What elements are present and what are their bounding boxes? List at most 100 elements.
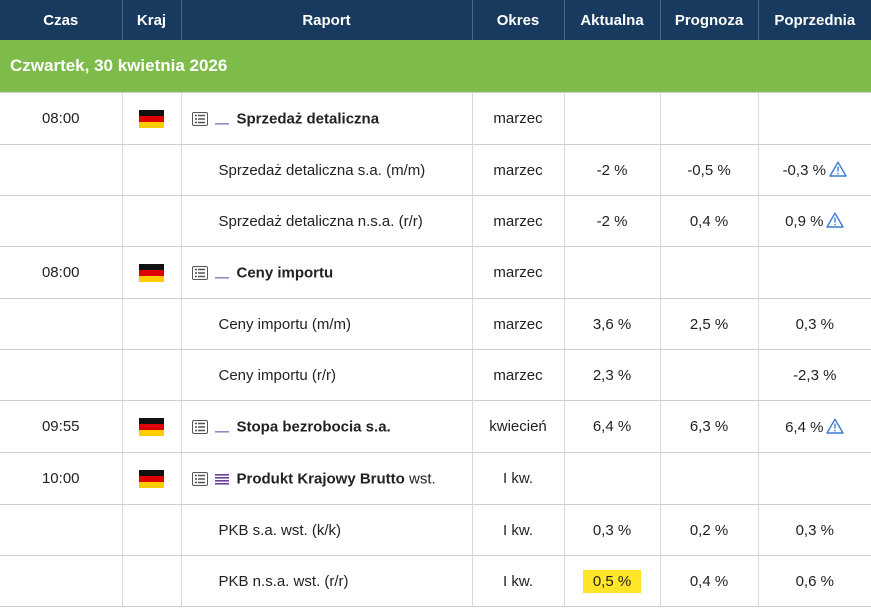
revised-warning-icon[interactable] [829, 161, 847, 177]
event-details-icon[interactable] [191, 419, 208, 434]
report-cell[interactable]: Stopa bezrobocia s.a. [181, 400, 473, 453]
forecast-value: 2,5 % [689, 315, 729, 333]
previous-cell: 6,4 % [758, 400, 871, 453]
country-cell [122, 349, 182, 401]
event-subrow[interactable]: PKB n.s.a. wst. (r/r) I kw. 0,5 % 0,4 % 0,6 … [0, 555, 871, 607]
report-cell[interactable]: PKB n.s.a. wst. (r/r) [181, 555, 473, 607]
event-subrow[interactable]: Sprzedaż detaliczna s.a. (m/m) marzec -2 %… [0, 144, 871, 196]
revised-warning-icon[interactable] [826, 418, 845, 434]
event-details-icon[interactable] [191, 111, 208, 126]
report-cell[interactable]: Sprzedaż detaliczna s.a. (m/m) [181, 144, 473, 196]
event-subrow[interactable]: PKB s.a. wst. (k/k) I kw. 0,3 % 0,2 % 0,3 % [0, 504, 871, 556]
forecast-value: 6,3 % [689, 418, 729, 435]
previous-value: -2,3 % [793, 366, 837, 384]
column-header-country[interactable]: Kraj [122, 0, 182, 40]
actual-cell: 3,6 % [564, 298, 661, 350]
report-cell[interactable]: Ceny importu (r/r) [181, 349, 473, 401]
importance-high-icon [214, 473, 229, 485]
event-row[interactable]: 09:55 Stopa bezrobocia s.a. kwiecień 6,4 % 6… [0, 400, 871, 453]
column-header-previous[interactable]: Poprzednia [758, 0, 871, 40]
forecast-cell [660, 349, 759, 401]
column-header-report[interactable]: Raport [181, 0, 473, 40]
germany-flag [139, 417, 164, 436]
previous-value: 6,4 % [785, 418, 824, 436]
actual-value: -2 % [596, 212, 628, 230]
period-value: I kw. [502, 521, 533, 539]
indicator-label: Sprzedaż detaliczna s.a. (m/m) [218, 161, 426, 179]
previous-cell [758, 452, 871, 505]
event-time: 08:00 [41, 110, 80, 127]
country-cell [122, 504, 182, 556]
actual-cell: 0,5 % [564, 555, 661, 607]
report-cell[interactable]: Sprzedaż detaliczna n.s.a. (r/r) [181, 195, 473, 247]
actual-value: 0,5 % [582, 569, 642, 593]
date-header: Czwartek, 30 kwietnia 2026 [0, 40, 871, 93]
importance-low-icon [214, 430, 229, 433]
revised-warning-icon[interactable] [826, 212, 845, 228]
time-cell: 08:00 [0, 92, 123, 145]
period-cell: I kw. [472, 504, 565, 556]
event-row[interactable]: 08:00 Sprzedaż detaliczna marzec [0, 92, 871, 145]
report-cell[interactable]: Ceny importu [181, 246, 473, 299]
previous-cell [758, 92, 871, 145]
actual-value: 6,4 % [592, 418, 632, 435]
event-details-icon[interactable] [191, 265, 208, 280]
period-value: marzec [493, 264, 543, 281]
actual-value: 3,6 % [592, 315, 632, 333]
indicator-label: Ceny importu (r/r) [218, 366, 337, 384]
country-cell [122, 400, 182, 453]
event-row[interactable]: 08:00 Ceny importu marzec [0, 246, 871, 299]
event-row[interactable]: 10:00 Produkt Krajowy Brutto wst. I kw. [0, 452, 871, 505]
time-cell [0, 195, 123, 247]
country-cell [122, 452, 182, 505]
germany-flag [139, 109, 164, 128]
previous-cell: -0,3 % [758, 144, 871, 196]
actual-value: 2,3 % [592, 366, 632, 384]
column-header-forecast[interactable]: Prognoza [660, 0, 759, 40]
event-subrow[interactable]: Ceny importu (m/m) marzec 3,6 % 2,5 % 0,3 % [0, 298, 871, 350]
actual-cell: 6,4 % [564, 400, 661, 453]
time-cell [0, 144, 123, 196]
report-cell[interactable]: Ceny importu (m/m) [181, 298, 473, 350]
period-cell: I kw. [472, 452, 565, 505]
period-value: marzec [493, 110, 543, 127]
period-value: marzec [493, 161, 543, 179]
report-cell[interactable]: Sprzedaż detaliczna [181, 92, 473, 145]
period-value: I kw. [502, 470, 533, 487]
previous-value: 0,6 % [795, 572, 834, 590]
germany-flag [139, 263, 164, 282]
indicator-label: PKB s.a. wst. (k/k) [218, 521, 342, 539]
previous-value: 0,3 % [795, 521, 834, 539]
country-cell [122, 555, 182, 607]
indicator-label: PKB n.s.a. wst. (r/r) [218, 572, 349, 590]
previous-cell: 0,9 % [758, 195, 871, 247]
period-cell: marzec [472, 144, 565, 196]
period-cell: marzec [472, 92, 565, 145]
forecast-value: 0,4 % [689, 212, 729, 230]
previous-cell: 0,3 % [758, 504, 871, 556]
period-value: marzec [493, 212, 543, 230]
event-subrow[interactable]: Ceny importu (r/r) marzec 2,3 % -2,3 % [0, 349, 871, 401]
column-header-time[interactable]: Czas [0, 0, 123, 40]
column-header-actual[interactable]: Aktualna [564, 0, 661, 40]
event-time: 09:55 [41, 418, 80, 435]
report-cell[interactable]: Produkt Krajowy Brutto wst. [181, 452, 473, 505]
forecast-cell: 6,3 % [660, 400, 759, 453]
report-cell[interactable]: PKB s.a. wst. (k/k) [181, 504, 473, 556]
previous-value: 0,9 % [785, 213, 824, 230]
country-cell [122, 144, 182, 196]
event-details-icon[interactable] [191, 471, 208, 486]
event-subrow[interactable]: Sprzedaż detaliczna n.s.a. (r/r) marzec -2… [0, 195, 871, 247]
country-cell [122, 246, 182, 299]
previous-value: 0,3 % [795, 315, 834, 333]
time-cell [0, 349, 123, 401]
actual-value: -2 % [596, 161, 628, 179]
event-title: Sprzedaż detaliczna [236, 110, 380, 128]
period-cell: kwiecień [472, 400, 565, 453]
period-value: kwiecień [489, 418, 547, 435]
previous-cell [758, 246, 871, 299]
previous-cell: 0,3 % [758, 298, 871, 350]
actual-cell: -2 % [564, 144, 661, 196]
column-header-period[interactable]: Okres [472, 0, 565, 40]
period-cell: marzec [472, 349, 565, 401]
